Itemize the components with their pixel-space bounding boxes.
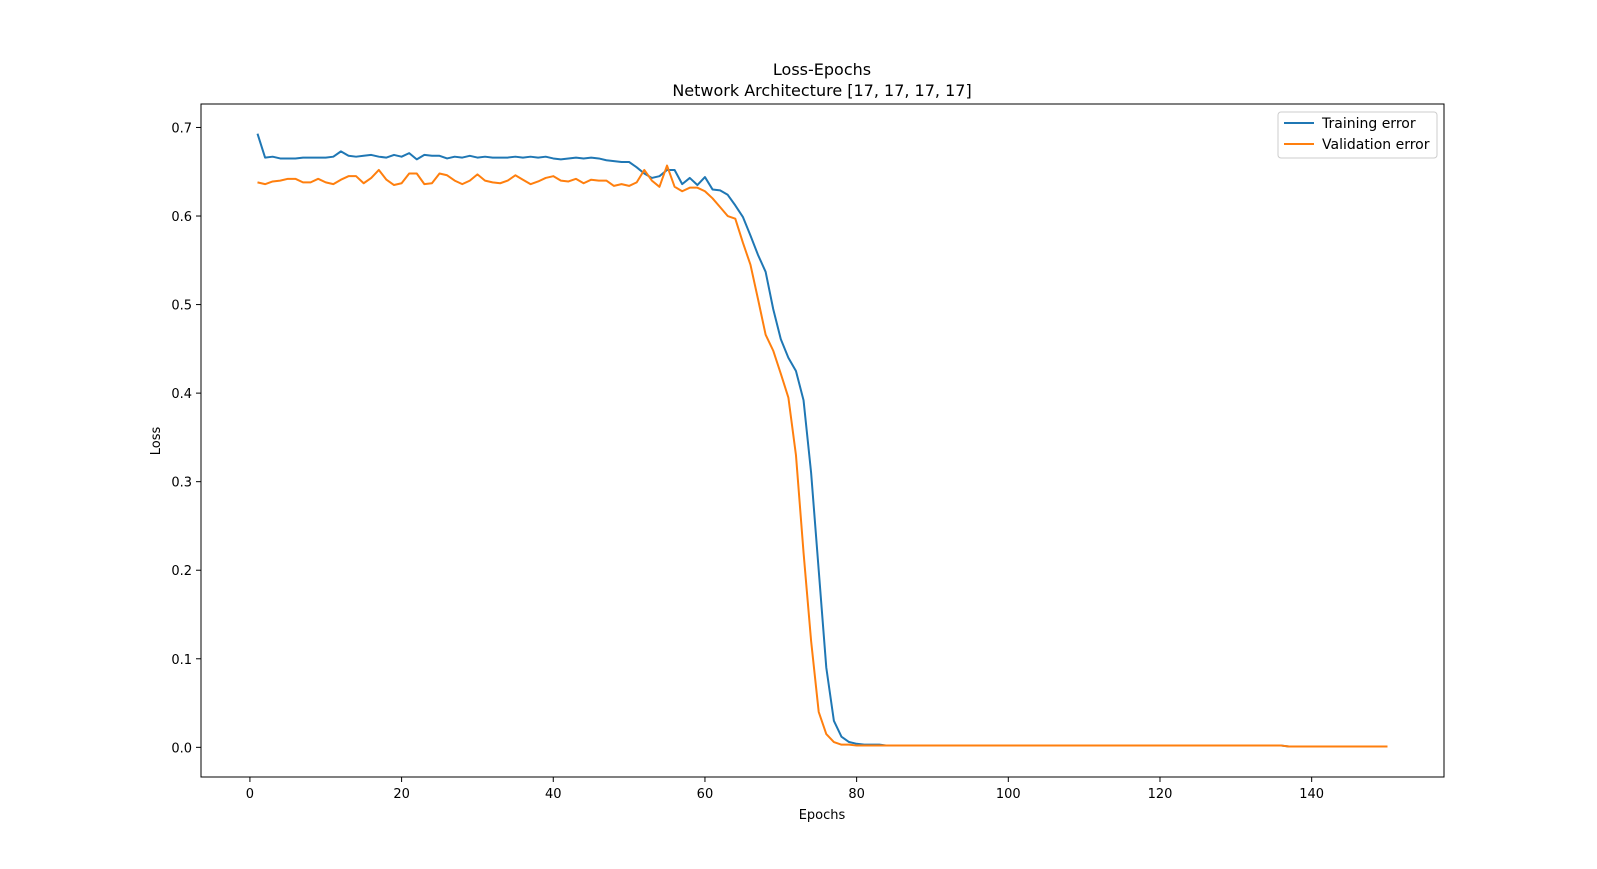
y-tick-label: 0.0 <box>171 741 192 756</box>
series-layer <box>256 133 1388 748</box>
x-tick-label: 0 <box>246 787 254 802</box>
x-tick-label: 80 <box>848 787 865 802</box>
x-tick-label: 20 <box>393 787 410 802</box>
y-axis: 0.0 0.1 0.2 0.3 0.4 0.5 0.6 0.7 <box>171 121 201 756</box>
series-line-validation-error <box>257 164 1388 748</box>
y-tick-label: 0.7 <box>171 121 192 136</box>
x-tick-label: 60 <box>697 787 714 802</box>
x-axis-label: Epochs <box>799 808 846 823</box>
y-tick-label: 0.5 <box>171 299 192 314</box>
plot-area <box>200 103 1445 778</box>
axes-frame <box>200 103 1445 778</box>
x-tick-label: 140 <box>1299 787 1324 802</box>
y-tick-label: 0.6 <box>171 210 192 225</box>
x-tick-label: 40 <box>545 787 562 802</box>
x-tick-label: 120 <box>1148 787 1173 802</box>
y-tick-label: 0.2 <box>171 564 192 579</box>
legend-label-training-error: Training error <box>1321 116 1416 132</box>
legend-label-validation-error: Validation error <box>1322 137 1430 153</box>
legend-box <box>1277 111 1438 159</box>
chart-title: Loss-Epochs <box>773 60 871 79</box>
chart-subtitle: Network Architecture [17, 17, 17, 17] <box>672 81 971 100</box>
x-axis: 0 20 40 60 80 100 120 140 <box>246 777 1324 802</box>
y-tick-label: 0.4 <box>171 387 192 402</box>
y-axis-label: Loss <box>149 427 164 456</box>
legend: Training error Validation error <box>1277 111 1438 159</box>
x-tick-label: 100 <box>996 787 1021 802</box>
y-tick-label: 0.1 <box>171 653 192 668</box>
y-tick-label: 0.3 <box>171 476 192 491</box>
